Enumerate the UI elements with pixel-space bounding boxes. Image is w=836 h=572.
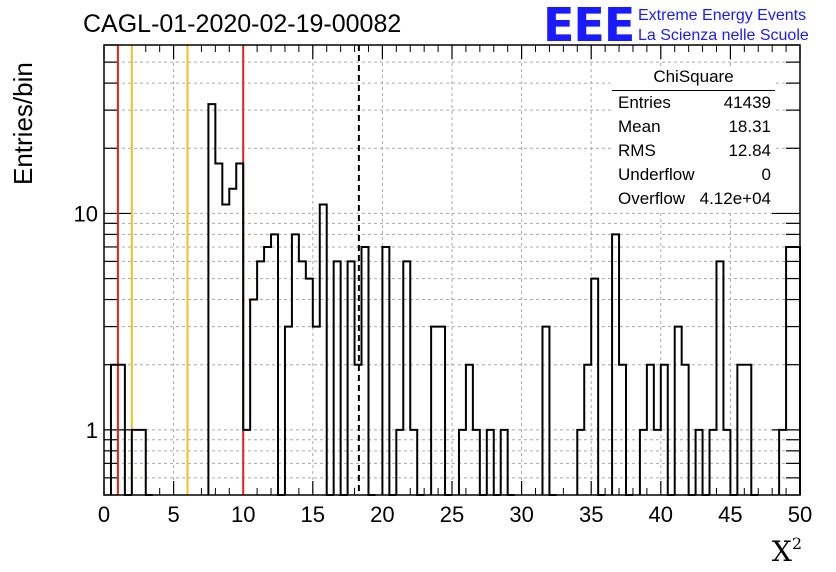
stats-row-entries: Entries 41439 bbox=[612, 91, 775, 115]
logo-line-2: La Scienza nelle Scuole bbox=[638, 27, 809, 44]
stats-row-overflow: Overflow 4.12e+04 bbox=[612, 187, 775, 211]
stats-value: 0 bbox=[761, 165, 771, 184]
x-tick-label: 20 bbox=[370, 502, 394, 527]
histogram-step-line bbox=[109, 103, 801, 496]
stats-value: 18.31 bbox=[728, 117, 771, 136]
x-tick-label: 5 bbox=[167, 502, 179, 527]
x-tick-label: 25 bbox=[440, 502, 464, 527]
stats-label: RMS bbox=[618, 141, 656, 160]
logo-line-1: Extreme Energy Events bbox=[638, 7, 807, 24]
y-tick-label: 1 bbox=[86, 418, 98, 443]
x-axis-label-superscript: 2 bbox=[791, 534, 802, 553]
x-tick-label: 0 bbox=[98, 502, 110, 527]
stats-value: 12.84 bbox=[728, 141, 771, 160]
stats-row-mean: Mean 18.31 bbox=[612, 115, 775, 139]
tick-labels: 0 5 10 15 20 25 30 35 40 45 50 1 10 bbox=[74, 201, 813, 527]
chart-title: CAGL-01-2020-02-19-00082 bbox=[83, 10, 402, 38]
eee-logo-text: Extreme Energy Events La Scienza nelle S… bbox=[638, 6, 809, 46]
plot-frame bbox=[103, 44, 801, 496]
x-tick-label: 50 bbox=[788, 502, 812, 527]
x-axis-label: X2 bbox=[772, 534, 802, 568]
x-tick-label: 40 bbox=[649, 502, 673, 527]
stats-box: ChiSquare Entries 41439 Mean 18.31 RMS 12.8… bbox=[612, 66, 775, 211]
stats-value: 41439 bbox=[723, 93, 771, 112]
stats-label: Underflow bbox=[618, 165, 695, 184]
stats-label: Mean bbox=[618, 117, 661, 136]
stats-label: Entries bbox=[618, 93, 671, 112]
x-tick-label: 15 bbox=[301, 502, 325, 527]
x-axis-label-symbol: X bbox=[771, 535, 792, 568]
reference-lines bbox=[116, 45, 360, 495]
y-tick-label: 10 bbox=[74, 201, 98, 226]
x-tick-label: 35 bbox=[579, 502, 603, 527]
stats-label: Overflow bbox=[618, 189, 686, 208]
eee-logo: EEE Extreme Energy Events La Scienza nel… bbox=[543, 0, 809, 52]
x-tick-label: 45 bbox=[718, 502, 742, 527]
eee-logo-mark: EEE bbox=[543, 0, 635, 52]
x-tick-label: 10 bbox=[231, 502, 255, 527]
stats-value: 4.12e+04 bbox=[699, 189, 771, 208]
stats-title: ChiSquare bbox=[612, 66, 775, 91]
stats-row-rms: RMS 12.84 bbox=[612, 139, 775, 163]
x-tick-label: 30 bbox=[509, 502, 533, 527]
stats-row-underflow: Underflow 0 bbox=[612, 163, 775, 187]
